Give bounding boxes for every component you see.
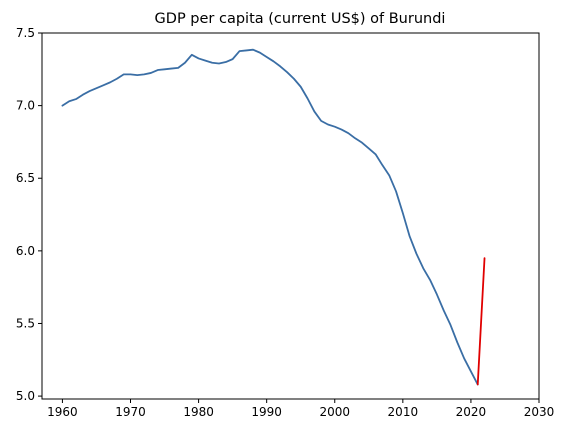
y-tick-label-3: 6.5 xyxy=(16,171,35,185)
x-tick-label-1980: 1980 xyxy=(183,405,214,419)
x-tick-label-2010: 2010 xyxy=(388,405,419,419)
y-tick-label-5: 7.5 xyxy=(16,26,35,40)
x-tick-label-2000: 2000 xyxy=(319,405,350,419)
x-tick-label-2020: 2020 xyxy=(456,405,487,419)
y-tick-label-1: 5.5 xyxy=(16,316,35,330)
x-tick-label-1970: 1970 xyxy=(115,405,146,419)
y-axis: 5.0 5.5 6.0 6.5 7.0 7.5 xyxy=(16,26,42,403)
x-axis: 1960 1970 1980 1990 2000 2010 2020 2030 xyxy=(47,399,554,419)
series-line-1 xyxy=(61,48,479,386)
y-tick-label-0: 5.0 xyxy=(16,389,35,403)
x-tick-label-2030: 2030 xyxy=(524,405,555,419)
plot-area xyxy=(41,32,540,400)
plot-frame xyxy=(41,32,540,400)
y-tick-label-4: 7.0 xyxy=(16,99,35,113)
chart-title: GDP per capita (current US$) of Burundi xyxy=(155,11,446,27)
x-tick-label-1960: 1960 xyxy=(47,405,78,419)
x-tick-label-1990: 1990 xyxy=(251,405,282,419)
series-line-2 xyxy=(476,257,486,386)
series-layer xyxy=(61,48,486,386)
y-tick-label-2: 6.0 xyxy=(16,244,35,258)
